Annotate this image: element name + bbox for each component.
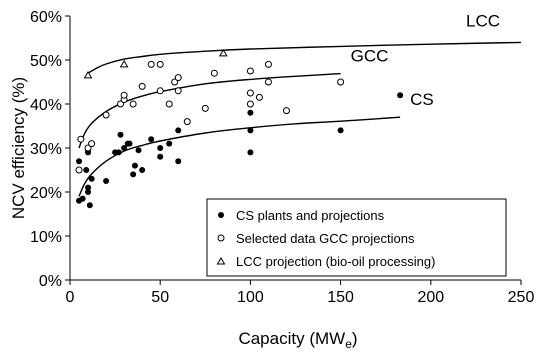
point-lcc bbox=[119, 59, 129, 68]
point-cs bbox=[247, 109, 254, 116]
legend-label: Selected data GCC projections bbox=[236, 231, 415, 246]
point-gcc bbox=[246, 89, 254, 97]
point-gcc bbox=[264, 60, 272, 68]
point-gcc bbox=[174, 74, 182, 82]
y-tick-label: 0% bbox=[39, 273, 62, 290]
point-gcc bbox=[88, 140, 96, 148]
legend-marker-filled-circle bbox=[218, 212, 224, 218]
x-tick-label: 200 bbox=[417, 289, 444, 306]
legend-entry-lcc: LCC projection (bio-oil processing) bbox=[216, 254, 435, 269]
x-tick-label: 150 bbox=[327, 289, 354, 306]
data-points bbox=[75, 48, 404, 209]
point-gcc bbox=[264, 78, 272, 86]
point-cs bbox=[117, 131, 124, 138]
legend-marker-open-circle bbox=[217, 234, 225, 242]
x-tick-label: 50 bbox=[151, 289, 169, 306]
trend-curve-gcc bbox=[78, 72, 341, 149]
point-cs bbox=[175, 127, 182, 134]
point-cs bbox=[166, 140, 173, 147]
point-cs bbox=[157, 153, 164, 160]
point-cs bbox=[115, 149, 122, 156]
point-gcc bbox=[255, 93, 263, 101]
point-cs bbox=[135, 147, 142, 154]
legend-entry-cs: CS plants and projections bbox=[218, 208, 385, 223]
y-tick-label: 10% bbox=[30, 229, 62, 246]
x-tick-label: 250 bbox=[508, 289, 535, 306]
point-gcc bbox=[102, 111, 110, 119]
legend-marker-open-triangle bbox=[216, 257, 226, 265]
point-gcc bbox=[165, 100, 173, 108]
point-cs bbox=[148, 136, 155, 143]
point-gcc bbox=[174, 87, 182, 95]
point-cs bbox=[175, 158, 182, 165]
curve-label-gcc: GCC bbox=[351, 47, 389, 66]
point-gcc bbox=[129, 100, 137, 108]
point-cs bbox=[126, 140, 133, 147]
y-tick-label: 30% bbox=[30, 141, 62, 158]
point-gcc bbox=[246, 67, 254, 75]
point-gcc bbox=[147, 60, 155, 68]
legend-entry-gcc: Selected data GCC projections bbox=[217, 231, 415, 246]
y-tick-label: 40% bbox=[30, 97, 62, 114]
point-cs bbox=[130, 171, 137, 178]
x-tick-label: 100 bbox=[237, 289, 264, 306]
y-axis-title: NCV efficiency (%) bbox=[9, 77, 28, 219]
y-tick-label: 20% bbox=[30, 185, 62, 202]
point-cs bbox=[139, 167, 146, 173]
trend-curve-cs bbox=[78, 116, 401, 197]
point-gcc bbox=[210, 69, 218, 77]
curve-label-lcc: LCC bbox=[466, 11, 500, 30]
point-cs bbox=[88, 175, 95, 182]
point-lcc bbox=[83, 70, 93, 79]
point-cs bbox=[86, 202, 93, 209]
trend-curves: LCC GCC CS bbox=[78, 11, 522, 197]
point-gcc bbox=[138, 82, 146, 90]
point-cs bbox=[247, 127, 254, 134]
point-cs bbox=[131, 162, 138, 169]
point-cs bbox=[397, 92, 404, 99]
point-gcc bbox=[156, 87, 164, 95]
point-cs bbox=[76, 158, 83, 165]
point-gcc bbox=[282, 107, 290, 115]
point-cs bbox=[85, 184, 92, 191]
legend-label: CS plants and projections bbox=[236, 208, 385, 223]
y-axis: 0% 10% 20% 30% 40% 50% 60% bbox=[30, 9, 70, 290]
point-gcc bbox=[246, 100, 254, 108]
point-gcc bbox=[75, 166, 83, 174]
point-cs bbox=[121, 145, 128, 151]
legend-label: LCC projection (bio-oil processing) bbox=[236, 254, 435, 269]
point-cs bbox=[83, 167, 90, 173]
point-cs bbox=[247, 149, 254, 156]
point-cs bbox=[157, 145, 164, 151]
x-axis: 0 50 100 150 200 250 bbox=[66, 280, 535, 306]
point-cs bbox=[85, 189, 92, 195]
point-gcc bbox=[120, 91, 128, 99]
legend: CS plants and projections Selected data … bbox=[206, 198, 507, 277]
x-tick-label: 0 bbox=[66, 289, 75, 306]
legend-box bbox=[206, 198, 507, 277]
point-gcc bbox=[337, 78, 345, 86]
point-cs bbox=[337, 127, 344, 134]
point-gcc bbox=[171, 78, 179, 86]
trend-curve-lcc bbox=[87, 41, 522, 74]
point-cs bbox=[79, 195, 86, 202]
point-gcc bbox=[84, 144, 92, 152]
curve-label-cs: CS bbox=[410, 90, 434, 109]
point-lcc bbox=[218, 48, 228, 57]
point-gcc bbox=[77, 135, 85, 143]
point-cs bbox=[103, 178, 110, 184]
point-gcc bbox=[156, 60, 164, 68]
y-tick-label: 50% bbox=[30, 53, 62, 70]
y-tick-label: 60% bbox=[30, 9, 62, 26]
x-axis-title: Capacity (MWe) bbox=[238, 329, 357, 351]
point-gcc bbox=[117, 100, 125, 108]
point-gcc bbox=[201, 104, 209, 112]
point-gcc bbox=[183, 118, 191, 126]
